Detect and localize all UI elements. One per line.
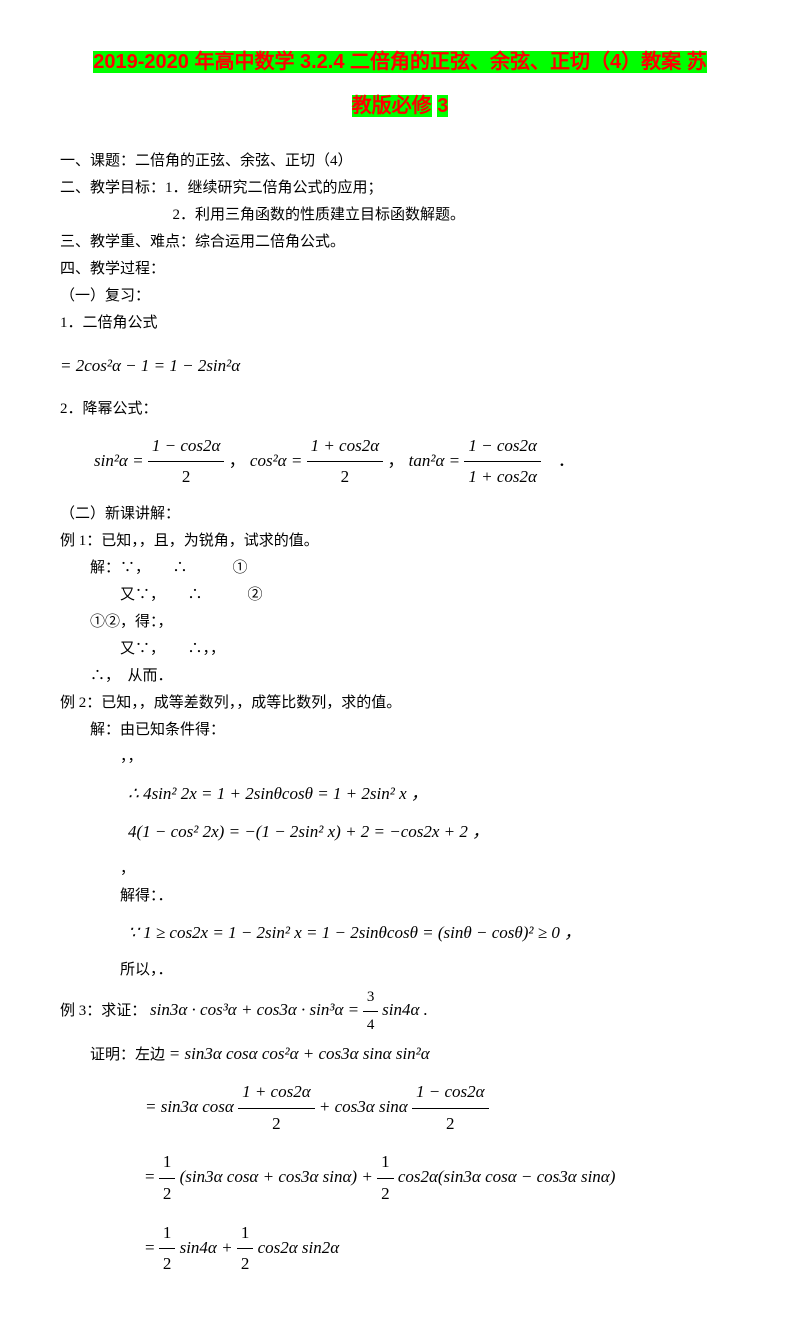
f2b-den: 2 bbox=[307, 462, 384, 493]
part-3: （二）新课讲解： bbox=[60, 501, 740, 528]
ex3-f0-frac: 34 bbox=[363, 984, 379, 1039]
formula-1: = 2cos²α − 1 = 1 − 2sin²α bbox=[60, 356, 240, 375]
f2c-num: 1 − cos2α bbox=[464, 431, 541, 463]
f2a-frac: 1 − cos2α2 bbox=[148, 431, 225, 493]
ex3-f2b: + cos3α sinα bbox=[319, 1097, 408, 1116]
ex3-f3b-den: 2 bbox=[377, 1179, 394, 1210]
ex3-f2a-frac: 1 + cos2α2 bbox=[238, 1077, 315, 1139]
ex3-f0a: sin3α · cos³α + cos3α · sin³α = bbox=[150, 1000, 359, 1019]
part-1: （一）复习： bbox=[60, 283, 740, 310]
ex1-step2: 又∵， ∴ ② bbox=[60, 582, 740, 609]
ex3-f4a-num: 1 bbox=[159, 1218, 176, 1250]
heading-3: 三、教学重、难点：综合运用二倍角公式。 bbox=[60, 229, 740, 256]
ex3-f1: = sin3α cosα cos²α + cos3α sinα sin²α bbox=[169, 1044, 430, 1063]
ex3-f0b: sin4α . bbox=[382, 1000, 428, 1019]
example-1: 例 1：已知，，且，为锐角，试求的值。 bbox=[60, 528, 740, 555]
ex2-step4: 解得：． bbox=[60, 883, 740, 910]
ex2-step5: 所以，． bbox=[60, 957, 740, 984]
heading-2b: 2．利用三角函数的性质建立目标函数解题。 bbox=[60, 202, 740, 229]
ex3-f4b-frac: 12 bbox=[237, 1218, 254, 1280]
f2a-lhs: sin²α = bbox=[94, 451, 144, 470]
f2a-den: 2 bbox=[148, 462, 225, 493]
ex3-f2b-num: 1 − cos2α bbox=[412, 1077, 489, 1109]
ex3-f0-den: 4 bbox=[363, 1012, 379, 1039]
part-2: 2．降幂公式： bbox=[60, 396, 740, 423]
ex3-f3a: (sin3α cosα + cos3α sinα) + bbox=[180, 1167, 373, 1186]
ex1-step3: ①②，得：， bbox=[60, 609, 740, 636]
formula-power-reduce: sin²α = 1 − cos2α2 ， cos²α = 1 + cos2α2 … bbox=[60, 431, 740, 493]
ex3-f2a-num: 1 + cos2α bbox=[238, 1077, 315, 1109]
ex3-f4b-den: 2 bbox=[237, 1249, 254, 1280]
ex3-f3b: cos2α(sin3α cosα − cos3α sinα) bbox=[398, 1167, 616, 1186]
ex3-proof: 证明：左边 = sin3α cosα cos²α + cos3α sinα si… bbox=[60, 1039, 740, 1070]
ex3-line3: = 12 (sin3α cosα + cos3α sinα) + 12 cos2… bbox=[60, 1147, 740, 1209]
ex3-f0-num: 3 bbox=[363, 984, 379, 1012]
ex2-step2: ，， bbox=[60, 744, 740, 771]
ex3-f2a-den: 2 bbox=[238, 1109, 315, 1140]
f2c-frac: 1 − cos2α1 + cos2α bbox=[464, 431, 541, 493]
example-3: 例 3：求证： sin3α · cos³α + cos3α · sin³α = … bbox=[60, 984, 740, 1039]
ex3-f4a-den: 2 bbox=[159, 1249, 176, 1280]
ex3-f4a: sin4α + bbox=[180, 1238, 233, 1257]
heading-1: 一、课题：二倍角的正弦、余弦、正切（4） bbox=[60, 148, 740, 175]
ex3-f2b-frac: 1 − cos2α2 bbox=[412, 1077, 489, 1139]
f2b-frac: 1 + cos2α2 bbox=[307, 431, 384, 493]
doc-title-line2: 教版必修 3 bbox=[60, 84, 740, 128]
ex2-step1: 解：由已知条件得： bbox=[60, 717, 740, 744]
f2b-lhs: cos²α = bbox=[250, 451, 302, 470]
ex3-f4b-num: 1 bbox=[237, 1218, 254, 1250]
doc-title-line1: 2019-2020 年高中数学 3.2.4 二倍角的正弦、余弦、正切（4）教案 … bbox=[60, 40, 740, 84]
ex2-step3: ， bbox=[60, 856, 740, 883]
title-text-2b: 3 bbox=[437, 95, 448, 117]
f2b-num: 1 + cos2α bbox=[307, 431, 384, 463]
ex3-f3a-num: 1 bbox=[159, 1147, 176, 1179]
heading-4: 四、教学过程： bbox=[60, 256, 740, 283]
ex3-f2b-den: 2 bbox=[412, 1109, 489, 1140]
ex1-step5: ∴， 从而． bbox=[60, 663, 740, 690]
title-text-2a: 教版必修 bbox=[352, 95, 432, 117]
heading-2: 二、教学目标：1．继续研究二倍角公式的应用； bbox=[60, 175, 740, 202]
part-1a: 1．二倍角公式 bbox=[60, 310, 740, 337]
f2a-num: 1 − cos2α bbox=[148, 431, 225, 463]
ex3-f3b-num: 1 bbox=[377, 1147, 394, 1179]
title-text-1: 2019-2020 年高中数学 3.2.4 二倍角的正弦、余弦、正切（4）教案 … bbox=[93, 51, 706, 73]
formula-double-angle: = 2cos²α − 1 = 1 − 2sin²α bbox=[60, 351, 740, 382]
ex3-line2: = sin3α cosα 1 + cos2α2 + cos3α sinα 1 −… bbox=[60, 1077, 740, 1139]
ex3-f3a-den: 2 bbox=[159, 1179, 176, 1210]
ex3-line4: = 12 sin4α + 12 cos2α sin2α bbox=[60, 1218, 740, 1280]
ex3-label: 例 3：求证： bbox=[60, 1003, 146, 1019]
ex2-formula3: ∵ 1 ≥ cos2x = 1 − 2sin² x = 1 − 2sinθcos… bbox=[60, 918, 740, 949]
ex2-formula1: ∴ 4sin² 2x = 1 + 2sinθcosθ = 1 + 2sin² x… bbox=[60, 779, 740, 810]
ex2-formula2: 4(1 − cos² 2x) = −(1 − 2sin² x) + 2 = −c… bbox=[60, 817, 740, 848]
ex3-f4b: cos2α sin2α bbox=[258, 1238, 340, 1257]
ex3-f3b-frac: 12 bbox=[377, 1147, 394, 1209]
f2c-lhs: tan²α = bbox=[409, 451, 460, 470]
f2c-den: 1 + cos2α bbox=[464, 462, 541, 493]
ex1-step4: 又∵， ∴，， bbox=[60, 636, 740, 663]
ex1-step1: 解：∵， ∴ ① bbox=[60, 555, 740, 582]
ex3-f4a-frac: 12 bbox=[159, 1218, 176, 1280]
example-2: 例 2：已知，，成等差数列，，成等比数列，求的值。 bbox=[60, 690, 740, 717]
ex3-f2a: = sin3α cosα bbox=[145, 1097, 234, 1116]
ex3-proof-label: 证明：左边 bbox=[90, 1047, 165, 1063]
ex3-f3a-frac: 12 bbox=[159, 1147, 176, 1209]
